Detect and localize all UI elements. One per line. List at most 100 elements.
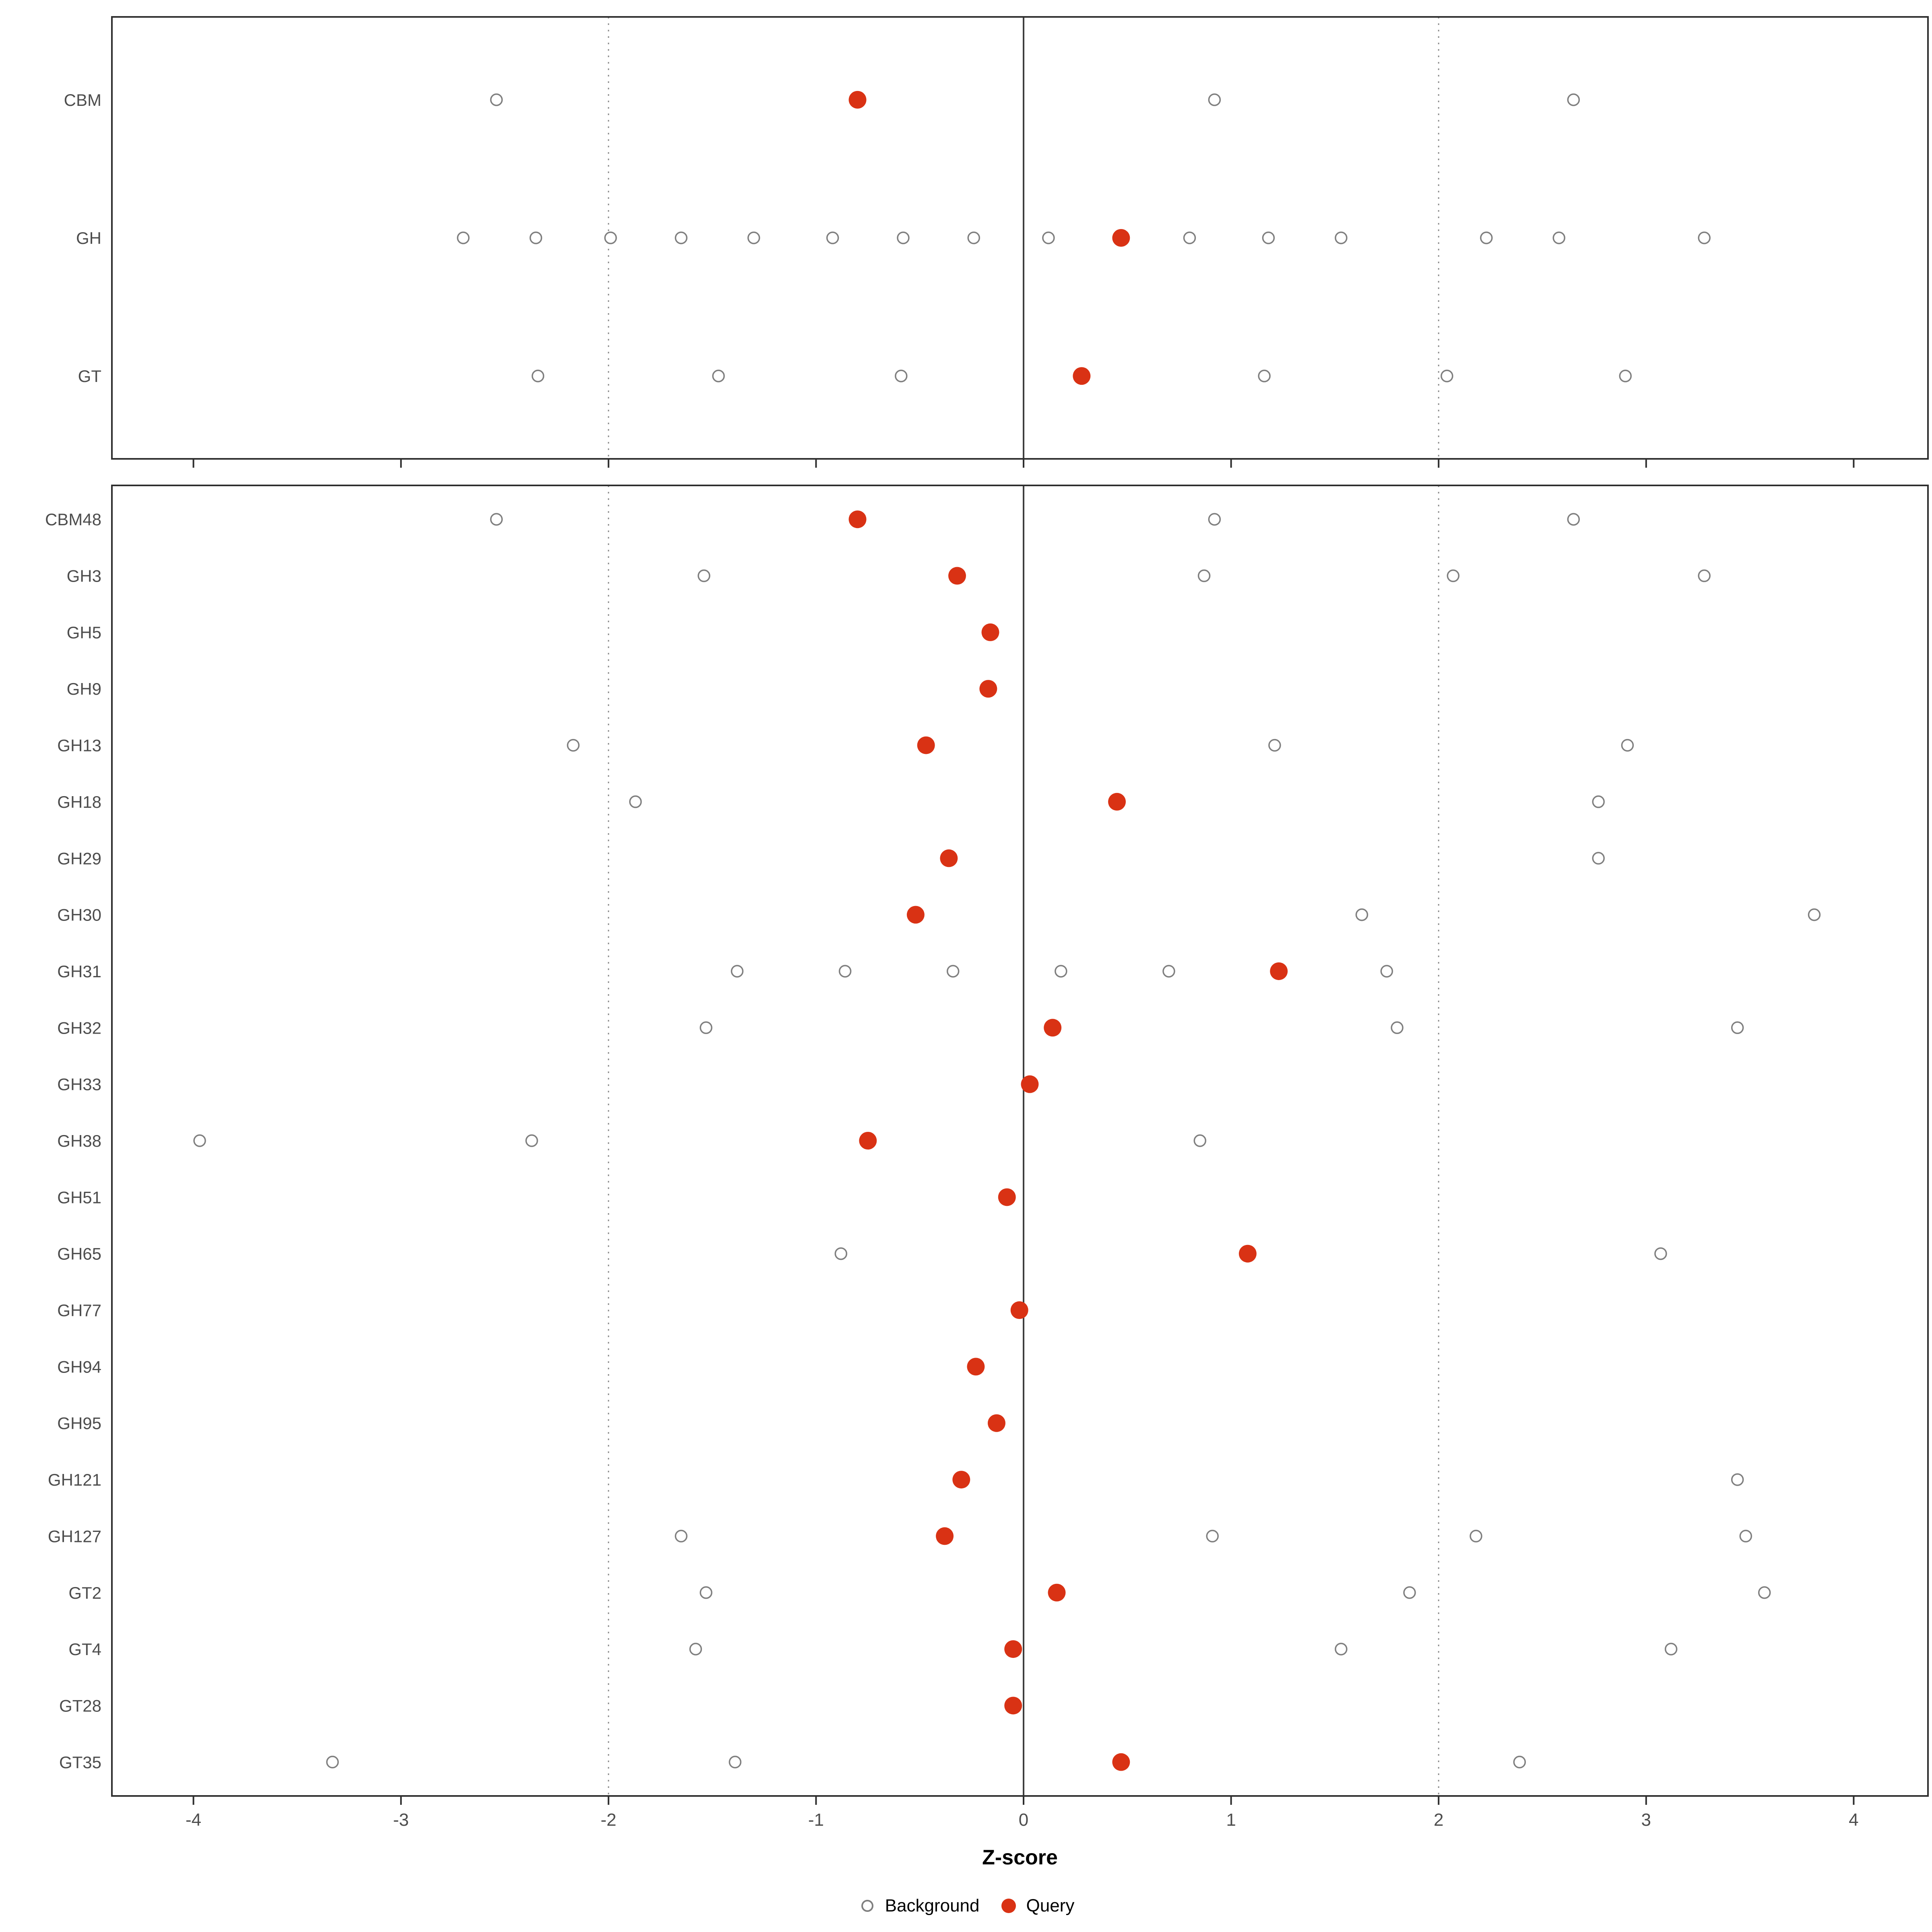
query-point — [1112, 1753, 1130, 1771]
query-point — [1004, 1697, 1022, 1715]
query-point — [1004, 1640, 1022, 1658]
background-point — [1552, 231, 1565, 244]
background-point — [1258, 369, 1271, 382]
panel-border — [111, 16, 1929, 460]
background-point — [1567, 93, 1580, 106]
background-point — [689, 1643, 702, 1655]
legend-label-query: Query — [1026, 1896, 1075, 1915]
background-point — [1592, 795, 1605, 808]
row-label-GH94: GH94 — [57, 1357, 101, 1376]
background-point — [946, 965, 960, 978]
background-point — [895, 369, 908, 382]
query-point — [1044, 1019, 1062, 1037]
background-point — [1758, 1586, 1771, 1599]
background-point — [1391, 1021, 1404, 1034]
background-point — [747, 231, 760, 244]
background-point — [1664, 1643, 1678, 1655]
background-point — [1447, 569, 1460, 582]
row-label-GH: GH — [76, 229, 101, 248]
panel-background — [112, 485, 1928, 1796]
background-point — [700, 1586, 712, 1599]
background-point — [457, 231, 470, 244]
query-point — [981, 623, 999, 641]
query-point — [1048, 1583, 1066, 1602]
background-point — [1183, 231, 1196, 244]
x-axis: -4 -3 -2 -1 0 1 2 3 4 — [186, 1810, 1859, 1830]
query-point — [987, 1414, 1005, 1432]
query-point — [936, 1527, 954, 1545]
row-label-GH5: GH5 — [67, 623, 101, 642]
filled-circle-icon — [1001, 1899, 1016, 1913]
x-tick-label: 0 — [1019, 1810, 1028, 1830]
row-label-GH95: GH95 — [57, 1414, 101, 1433]
x-tick-label: -3 — [393, 1810, 409, 1830]
row-label-GH32: GH32 — [57, 1018, 101, 1037]
background-point — [838, 965, 852, 978]
query-point — [859, 1132, 877, 1150]
background-point — [1619, 369, 1632, 382]
query-point — [917, 736, 935, 754]
background-point — [1335, 1643, 1348, 1655]
background-point — [1698, 231, 1711, 244]
background-point — [675, 231, 688, 244]
legend-label-background: Background — [885, 1896, 980, 1915]
x-tick-label: 1 — [1226, 1810, 1236, 1830]
background-point — [1654, 1247, 1667, 1260]
row-label-GH29: GH29 — [57, 849, 101, 868]
query-point — [940, 849, 958, 867]
background-point — [675, 1530, 688, 1543]
background-point — [529, 231, 543, 244]
row-label-CBM: CBM — [64, 91, 101, 109]
row-label-GT4: GT4 — [68, 1640, 101, 1659]
query-point — [1073, 367, 1091, 385]
legend-item-background: Background — [858, 1896, 980, 1916]
background-point — [1162, 965, 1175, 978]
row-label-GT2: GT2 — [68, 1583, 101, 1602]
background-point — [1262, 231, 1275, 244]
panel-family-detail: CBM48 GH3 GH5 GH9 GH13 GH18 GH29 GH30 GH31 GH32 GH… — [45, 485, 1929, 1805]
query-point — [1238, 1245, 1257, 1263]
row-label-GH9: GH9 — [67, 679, 101, 698]
background-point — [897, 231, 910, 244]
legend-item-query: Query — [999, 1896, 1075, 1916]
background-point — [1441, 369, 1453, 382]
x-tick-label: 3 — [1641, 1810, 1651, 1830]
query-point — [948, 567, 966, 585]
row-label-GH38: GH38 — [57, 1131, 101, 1150]
query-point — [998, 1188, 1016, 1206]
background-point — [193, 1134, 206, 1147]
background-point — [826, 231, 839, 244]
background-point — [1739, 1530, 1752, 1543]
x-axis-title: Z-score — [982, 1846, 1058, 1869]
row-label-GH121: GH121 — [48, 1470, 101, 1489]
background-point — [712, 369, 725, 382]
query-point — [1021, 1075, 1039, 1093]
row-label-CBM48: CBM48 — [45, 510, 101, 529]
background-point — [1621, 739, 1634, 752]
background-point — [1197, 569, 1211, 582]
query-point — [967, 1358, 985, 1376]
background-point — [604, 231, 617, 244]
panel-category-summary: CBM GH GT — [64, 16, 1929, 468]
row-label-GH13: GH13 — [57, 736, 101, 755]
background-point — [490, 513, 503, 526]
row-label-GH77: GH77 — [57, 1301, 101, 1320]
background-point — [1042, 231, 1055, 244]
background-point — [1513, 1756, 1526, 1769]
x-tick-label: 4 — [1849, 1810, 1858, 1830]
background-point — [1808, 908, 1821, 921]
background-point — [729, 1756, 742, 1769]
background-point — [1355, 908, 1368, 921]
background-point — [1470, 1530, 1482, 1543]
panels: CBM GH GT CBM48 GH3 GH5 GH9 GH13 GH18 GH29 GH30 GH3… — [45, 16, 1929, 1805]
x-tick-label: -4 — [186, 1810, 201, 1830]
legend: Background Query — [0, 1888, 1932, 1924]
background-point — [1335, 231, 1348, 244]
query-point — [1270, 962, 1288, 980]
row-label-GH51: GH51 — [57, 1188, 101, 1207]
background-point — [834, 1247, 848, 1260]
query-point — [1010, 1301, 1028, 1319]
row-label-GH33: GH33 — [57, 1075, 101, 1094]
